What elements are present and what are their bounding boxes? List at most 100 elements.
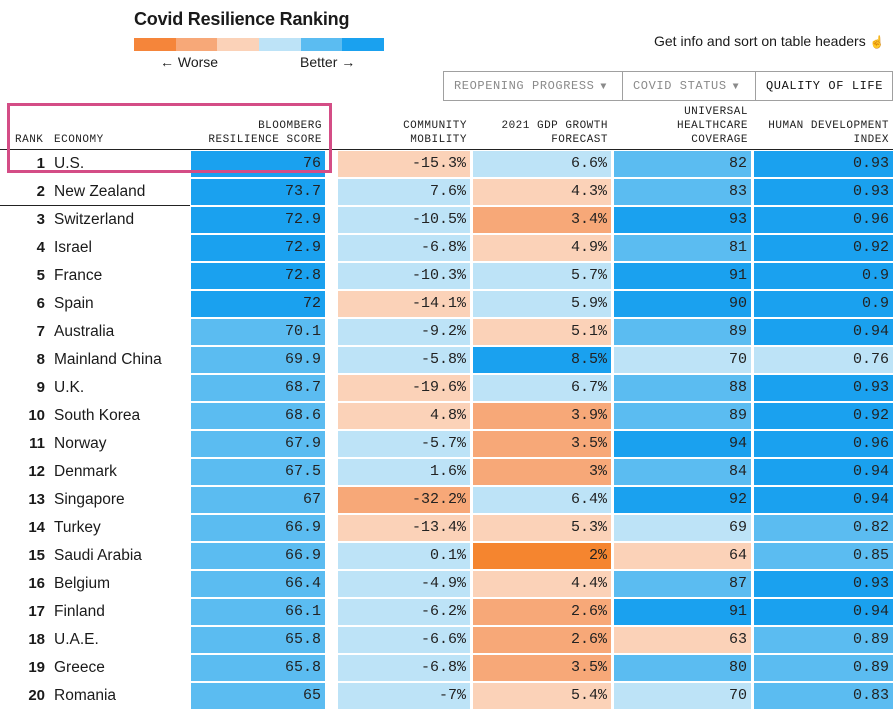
economy-cell: Spain bbox=[54, 295, 94, 312]
legend-swatch bbox=[175, 38, 218, 51]
rank-cell: 14 bbox=[28, 519, 45, 536]
resilience-score-cell: 73.7 bbox=[191, 179, 325, 205]
economy-cell: Saudi Arabia bbox=[54, 547, 142, 564]
tab-quality-of-life[interactable]: QUALITY OF LIFE bbox=[756, 72, 892, 100]
table-row: 6 Spain 72 -14.1% 5.9% 90 0.9 bbox=[0, 290, 893, 318]
table-row: 11 Norway 67.9 -5.7% 3.5% 94 0.96 bbox=[0, 430, 893, 458]
rank-cell: 4 bbox=[36, 239, 45, 256]
rank-cell: 7 bbox=[36, 323, 45, 340]
header-economy[interactable]: ECONOMY bbox=[54, 134, 104, 146]
resilience-score-cell: 65 bbox=[191, 683, 325, 709]
healthcare-coverage-cell: 63 bbox=[614, 627, 751, 653]
economy-cell: Norway bbox=[54, 435, 107, 452]
rank-cell: 8 bbox=[36, 351, 45, 368]
header-line: HUMAN DEVELOPMENT bbox=[768, 120, 889, 132]
community-mobility-cell: -10.3% bbox=[338, 263, 470, 289]
human-development-cell: 0.83 bbox=[754, 683, 893, 709]
human-development-cell: 0.93 bbox=[754, 179, 893, 205]
header-gdp-forecast[interactable]: 2021 GDP GROWTH FORECAST bbox=[472, 119, 608, 147]
economy-cell: Denmark bbox=[54, 463, 117, 480]
healthcare-coverage-cell: 82 bbox=[614, 151, 751, 177]
healthcare-coverage-cell: 87 bbox=[614, 571, 751, 597]
community-mobility-cell: -4.9% bbox=[338, 571, 470, 597]
table-row: 13 Singapore 67 -32.2% 6.4% 92 0.94 bbox=[0, 486, 893, 514]
header-rank[interactable]: RANK bbox=[15, 134, 44, 146]
header-line: FORECAST bbox=[551, 134, 608, 146]
color-legend-bar bbox=[134, 38, 385, 51]
community-mobility-cell: 0.1% bbox=[338, 543, 470, 569]
economy-cell: Finland bbox=[54, 603, 105, 620]
resilience-score-cell: 67 bbox=[191, 487, 325, 513]
rank-cell: 5 bbox=[36, 267, 45, 284]
community-mobility-cell: -15.3% bbox=[338, 151, 470, 177]
info-hint: Get info and sort on table headers ☝ bbox=[654, 33, 885, 49]
human-development-cell: 0.94 bbox=[754, 319, 893, 345]
resilience-score-cell: 72.9 bbox=[191, 207, 325, 233]
top-two-divider bbox=[0, 205, 190, 206]
highlight-box bbox=[7, 103, 332, 173]
economy-cell: France bbox=[54, 267, 103, 284]
healthcare-coverage-cell: 93 bbox=[614, 207, 751, 233]
human-development-cell: 0.9 bbox=[754, 263, 893, 289]
community-mobility-cell: -9.2% bbox=[338, 319, 470, 345]
gdp-forecast-cell: 3.9% bbox=[473, 403, 611, 429]
rank-cell: 19 bbox=[28, 659, 45, 676]
economy-cell: Singapore bbox=[54, 491, 125, 508]
human-development-cell: 0.94 bbox=[754, 487, 893, 513]
gdp-forecast-cell: 5.1% bbox=[473, 319, 611, 345]
resilience-score-cell: 70.1 bbox=[191, 319, 325, 345]
community-mobility-cell: -19.6% bbox=[338, 375, 470, 401]
economy-cell: Australia bbox=[54, 323, 115, 340]
resilience-score-cell: 66.9 bbox=[191, 543, 325, 569]
human-development-cell: 0.89 bbox=[754, 627, 893, 653]
resilience-score-cell: 66.1 bbox=[191, 599, 325, 625]
community-mobility-cell: -5.7% bbox=[338, 431, 470, 457]
healthcare-coverage-cell: 91 bbox=[614, 263, 751, 289]
table-row: 14 Turkey 66.9 -13.4% 5.3% 69 0.82 bbox=[0, 514, 893, 542]
gdp-forecast-cell: 3% bbox=[473, 459, 611, 485]
header-community-mobility[interactable]: COMMUNITY MOBILITY bbox=[338, 119, 467, 147]
table-row: 18 U.A.E. 65.8 -6.6% 2.6% 63 0.89 bbox=[0, 626, 893, 654]
table-row: 16 Belgium 66.4 -4.9% 4.4% 87 0.93 bbox=[0, 570, 893, 598]
chevron-down-icon: ▼ bbox=[732, 82, 740, 93]
economy-cell: Belgium bbox=[54, 575, 110, 592]
resilience-score-cell: 68.6 bbox=[191, 403, 325, 429]
header-line: INDEX bbox=[853, 134, 889, 146]
human-development-cell: 0.93 bbox=[754, 571, 893, 597]
community-mobility-cell: 4.8% bbox=[338, 403, 470, 429]
gdp-forecast-cell: 5.3% bbox=[473, 515, 611, 541]
economy-cell: South Korea bbox=[54, 407, 141, 424]
header-resilience-score[interactable]: BLOOMBERG RESILIENCE SCORE bbox=[190, 119, 322, 147]
community-mobility-cell: -14.1% bbox=[338, 291, 470, 317]
gdp-forecast-cell: 2.6% bbox=[473, 627, 611, 653]
tab-reopening-progress[interactable]: REOPENING PROGRESS ▼ bbox=[444, 72, 623, 100]
gdp-forecast-cell: 5.4% bbox=[473, 683, 611, 709]
table-row: 9 U.K. 68.7 -19.6% 6.7% 88 0.93 bbox=[0, 374, 893, 402]
header-line: HEALTHCARE bbox=[676, 120, 748, 132]
header-line: COMMUNITY bbox=[403, 120, 467, 132]
resilience-score-cell: 72.8 bbox=[191, 263, 325, 289]
table-row: 15 Saudi Arabia 66.9 0.1% 2% 64 0.85 bbox=[0, 542, 893, 570]
table-row: 2 New Zealand 73.7 7.6% 4.3% 83 0.93 bbox=[0, 178, 893, 206]
resilience-score-cell: 67.5 bbox=[191, 459, 325, 485]
legend-swatch bbox=[217, 38, 260, 51]
header-healthcare-coverage[interactable]: UNIVERSAL HEALTHCARE COVERAGE bbox=[614, 105, 748, 147]
community-mobility-cell: -7% bbox=[338, 683, 470, 709]
header-human-development[interactable]: HUMAN DEVELOPMENT INDEX bbox=[755, 119, 889, 147]
healthcare-coverage-cell: 89 bbox=[614, 403, 751, 429]
rank-cell: 9 bbox=[36, 379, 45, 396]
legend-swatch bbox=[259, 38, 301, 51]
gdp-forecast-cell: 2% bbox=[473, 543, 611, 569]
healthcare-coverage-cell: 89 bbox=[614, 319, 751, 345]
gdp-forecast-cell: 6.7% bbox=[473, 375, 611, 401]
rank-cell: 20 bbox=[28, 687, 45, 704]
gdp-forecast-cell: 2.6% bbox=[473, 599, 611, 625]
chevron-down-icon: ▼ bbox=[600, 82, 608, 93]
economy-cell: Romania bbox=[54, 687, 117, 704]
table-row: 19 Greece 65.8 -6.8% 3.5% 80 0.89 bbox=[0, 654, 893, 682]
table-row: 12 Denmark 67.5 1.6% 3% 84 0.94 bbox=[0, 458, 893, 486]
rank-cell: 1 bbox=[36, 155, 45, 172]
tab-covid-status[interactable]: COVID STATUS ▼ bbox=[623, 72, 756, 100]
resilience-score-cell: 69.9 bbox=[191, 347, 325, 373]
header-divider bbox=[0, 149, 893, 150]
